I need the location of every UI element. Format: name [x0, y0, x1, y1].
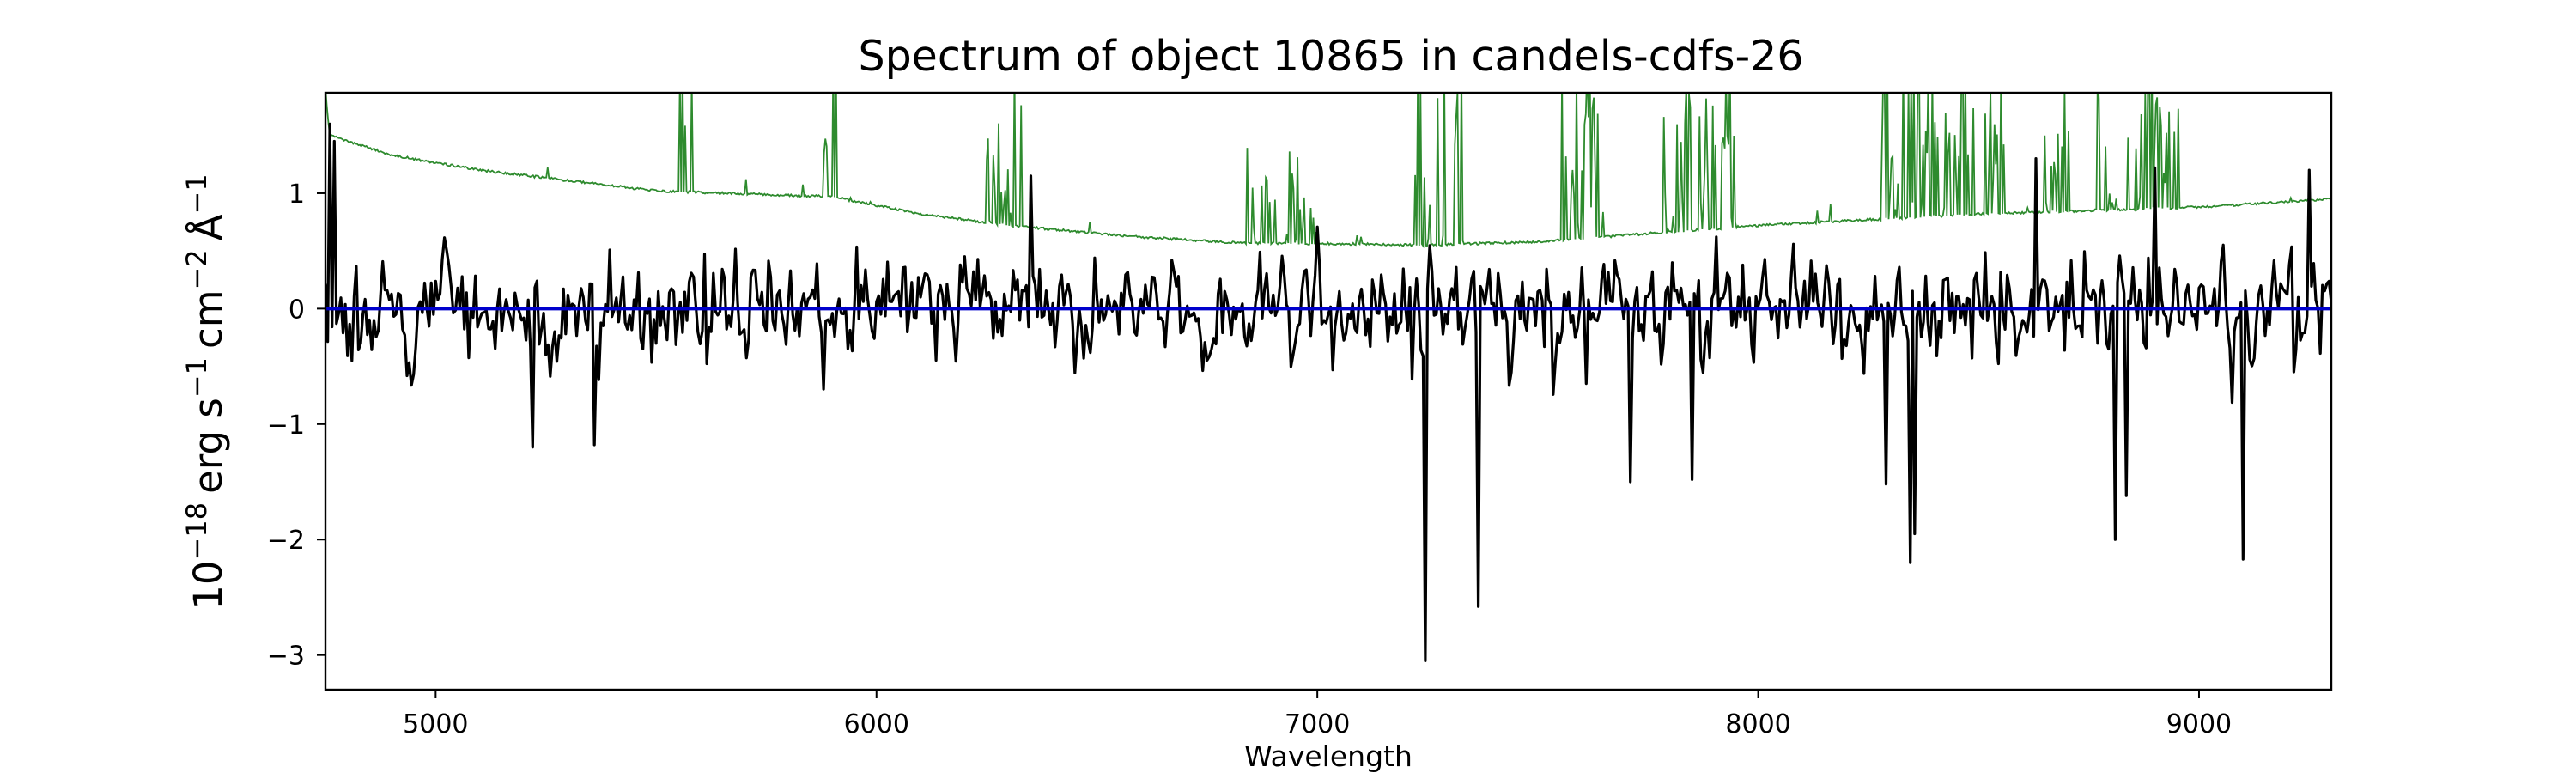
y-axis-label: 10−18erg s−1cm−2Å−1	[180, 173, 231, 609]
y-axis: −3 −2 −1 0 1	[267, 180, 325, 672]
y-label-unit-a: Å	[185, 214, 231, 240]
y-tick-label: 0	[289, 295, 305, 325]
plot-area	[324, 91, 2333, 691]
x-tick-label: 7000	[1285, 709, 1350, 740]
error-spectrum-line	[325, 93, 2331, 248]
x-axis-label: Wavelength	[1244, 740, 1413, 773]
y-label-unit-cm-exp: −2	[180, 249, 213, 289]
y-tick-label: −3	[267, 642, 305, 672]
flux-spectrum-line	[325, 122, 2331, 663]
x-axis: 5000 6000 7000 8000 9000	[403, 690, 2232, 740]
x-tick-label: 9000	[2166, 709, 2232, 740]
y-label-unit-erg: erg s	[185, 398, 231, 494]
y-label-exponent: −18	[180, 502, 213, 561]
x-tick-label: 5000	[403, 709, 468, 740]
y-label-base: 10	[185, 560, 231, 609]
y-tick-label: 1	[289, 180, 305, 210]
y-label-unit-a-exp: −1	[180, 173, 213, 214]
y-tick-label: −2	[267, 526, 305, 556]
x-tick-label: 6000	[844, 709, 909, 740]
chart-title: Spectrum of object 10865 in candels-cdfs…	[858, 32, 1803, 81]
y-label-unit-cm: cm	[185, 289, 231, 349]
y-label-unit-s-exp: −1	[180, 357, 213, 398]
y-tick-label: −1	[267, 411, 305, 441]
plot-frame	[324, 91, 2333, 691]
x-tick-label: 8000	[1725, 709, 1790, 740]
